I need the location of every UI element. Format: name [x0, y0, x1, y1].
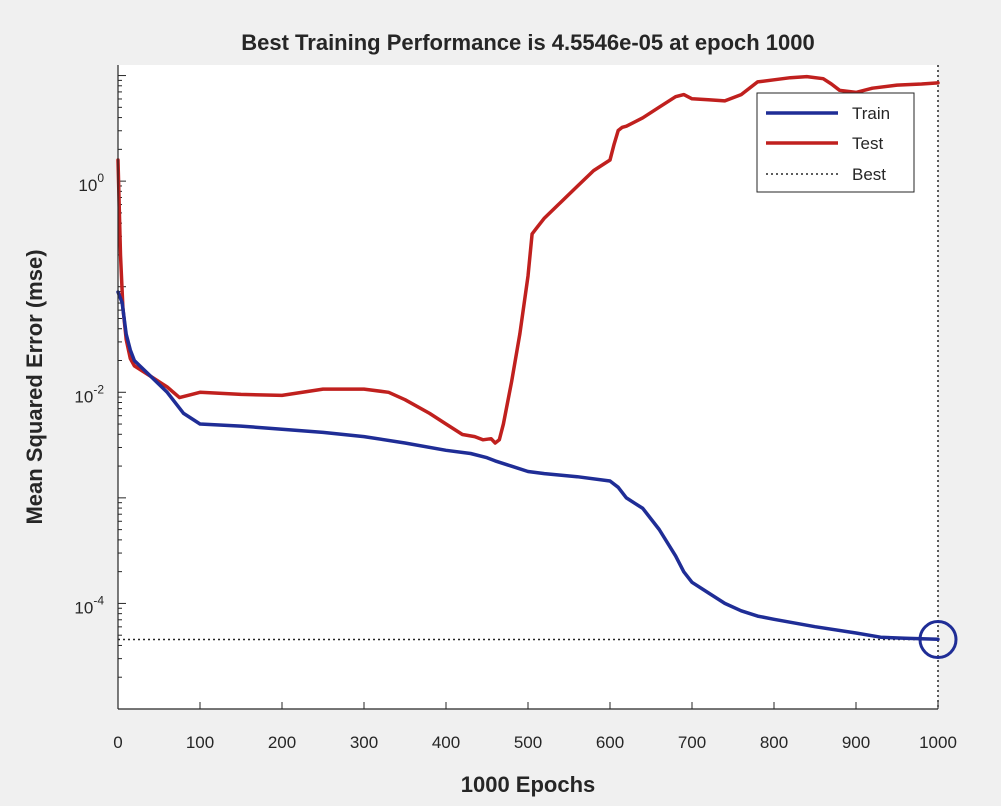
best-marker-lines [118, 65, 939, 709]
x-tick-label: 500 [514, 733, 542, 752]
x-tick-label: 700 [678, 733, 706, 752]
x-axis-ticks: 0 100 200 300 400 500 600 700 800 900 1000 [113, 702, 957, 752]
legend-label-test: Test [852, 134, 883, 153]
series-line-test [116, 74, 940, 445]
best-point-marker [918, 620, 958, 660]
x-tick-label: 600 [596, 733, 624, 752]
x-tick-label: 100 [186, 733, 214, 752]
y-tick-label: 100 [78, 171, 104, 195]
legend: Train Test Best [756, 92, 915, 193]
chart-title: Best Training Performance is 4.5546e-05 … [241, 30, 815, 55]
series-line-train [116, 290, 940, 642]
legend-label-train: Train [852, 104, 890, 123]
x-tick-label: 800 [760, 733, 788, 752]
x-axis-label: 1000 Epochs [461, 772, 596, 797]
series-layer [116, 74, 940, 642]
x-tick-label: 1000 [919, 733, 957, 752]
y-tick-label: 10-4 [74, 593, 104, 617]
y-axis-label: Mean Squared Error (mse) [22, 249, 47, 524]
best-point-circle [918, 620, 958, 660]
legend-label-best: Best [852, 165, 886, 184]
x-tick-label: 200 [268, 733, 296, 752]
x-tick-label: 900 [842, 733, 870, 752]
x-tick-label: 0 [113, 733, 122, 752]
y-tick-label: 10-2 [74, 382, 104, 406]
x-tick-label: 300 [350, 733, 378, 752]
x-tick-label: 400 [432, 733, 460, 752]
